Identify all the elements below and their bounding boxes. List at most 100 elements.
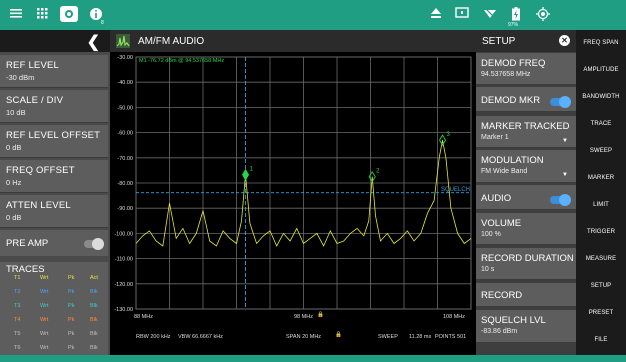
- sweep-label: SWEEP: [378, 334, 398, 340]
- trace-row-1[interactable]: T1 Wrt Pk Act: [0, 273, 108, 283]
- trace-det: Pk: [68, 303, 75, 309]
- ref-level-offset-button[interactable]: REF LEVEL OFFSET 0 dB: [0, 125, 108, 158]
- menu-freq-span[interactable]: FREQ SPAN: [583, 40, 619, 46]
- status-bar: 8 97%: [0, 0, 626, 30]
- toggle-knob: [559, 96, 571, 108]
- trace-det: Pk: [68, 331, 75, 337]
- preamp-toggle[interactable]: [84, 238, 104, 250]
- trace-row-2[interactable]: T2 Wrt Pk Blk: [0, 287, 108, 297]
- info-sub-label: 8: [101, 20, 104, 26]
- atten-level-button[interactable]: ATTEN LEVEL 0 dB: [0, 195, 108, 228]
- record-duration-value: 10 s: [481, 266, 495, 273]
- trace-state: Blk: [90, 317, 98, 323]
- y-tick-label: -90.00: [117, 206, 133, 212]
- sweep-time-label: 11.28 ms: [409, 334, 432, 340]
- toggle-knob: [92, 238, 104, 250]
- squelch-lvl-label: SQUELCH LVL: [481, 315, 546, 326]
- trace-row-4[interactable]: T4 Wrt Pk Blk: [0, 315, 108, 325]
- modulation-label: MODULATION: [481, 155, 544, 166]
- freq-offset-value: 0 Hz: [6, 178, 22, 187]
- menu-sweep[interactable]: SWEEP: [589, 148, 613, 154]
- battery-icon: [508, 7, 524, 23]
- trace-state: Blk: [90, 303, 98, 309]
- y-tick-label: -30.00: [117, 55, 133, 61]
- record-button[interactable]: RECORD: [476, 283, 576, 307]
- ref-level-button[interactable]: REF LEVEL -30 dBm: [0, 55, 108, 88]
- trace-row-5[interactable]: T5 Wrt Pk Blk: [0, 329, 108, 339]
- menu-marker[interactable]: MARKER: [587, 175, 615, 181]
- modulation-dropdown[interactable]: MODULATION FM Wide Band ▼: [476, 150, 576, 183]
- menu-icon[interactable]: [8, 7, 24, 23]
- close-icon[interactable]: ✕: [559, 35, 570, 46]
- trace-row-3[interactable]: T3 Wrt Pk Blk: [0, 301, 108, 311]
- x-center-label: 98 MHz: [294, 314, 313, 320]
- trace-id: T6: [14, 345, 21, 351]
- y-tick-label: -40.00: [117, 80, 133, 86]
- eject-icon[interactable]: [428, 7, 444, 23]
- span-label: SPAN 20 MHz: [286, 334, 322, 340]
- info-icon[interactable]: [88, 7, 104, 23]
- audio-row: AUDIO: [476, 185, 576, 210]
- y-tick-label: -70.00: [117, 156, 133, 162]
- battery-label: 97%: [508, 22, 519, 28]
- trace-row-6[interactable]: T6 Wrt Pk Blk: [0, 343, 108, 353]
- demod-mkr-row: DEMOD MKR: [476, 87, 576, 112]
- marker-label: 2: [376, 169, 380, 175]
- volume-button[interactable]: VOLUME 100 %: [476, 213, 576, 245]
- squelch-lvl-button[interactable]: SQUELCH LVL -83.86 dBm: [476, 310, 576, 343]
- squelch-label: SQUELCH: [441, 187, 470, 193]
- spectrum-chart[interactable]: -30.00 -40.00 -50.00 -60.00 -70.00 -80.00 -90.…: [110, 52, 476, 346]
- squelch-lvl-value: -83.86 dBm: [481, 328, 518, 335]
- freq-offset-label: FREQ OFFSET: [6, 165, 75, 176]
- setup-header: SETUP ✕: [476, 30, 576, 52]
- marker-tracked-dropdown[interactable]: MARKER TRACKED Marker 1 ▼: [476, 116, 576, 148]
- traces-table[interactable]: TRACES: [0, 262, 108, 355]
- caret-down-icon: ▼: [562, 172, 568, 178]
- menu-trigger[interactable]: TRIGGER: [586, 229, 616, 235]
- trace-mode: Wrt: [40, 289, 49, 295]
- trace-mode: Wrt: [40, 317, 49, 323]
- demod-mkr-label: DEMOD MKR: [481, 95, 541, 106]
- trace-state: Blk: [90, 345, 98, 351]
- screen-icon[interactable]: [454, 7, 470, 23]
- camera-icon[interactable]: [60, 6, 78, 22]
- record-duration-label: RECORD DURATION: [481, 253, 574, 264]
- y-tick-label: -80.00: [117, 181, 133, 187]
- menu-trace[interactable]: TRACE: [590, 121, 612, 127]
- trace-line: [135, 140, 472, 247]
- bottom-bar: [0, 355, 626, 362]
- scale-div-value: 10 dB: [6, 108, 26, 117]
- freq-offset-button[interactable]: FREQ OFFSET 0 Hz: [0, 160, 108, 193]
- menu-amplitude[interactable]: AMPLITUDE: [583, 67, 619, 73]
- menu-file[interactable]: FILE: [594, 337, 608, 343]
- preamp-row: PRE AMP: [0, 230, 108, 256]
- traces-title: TRACES: [6, 264, 45, 275]
- collapse-panel-button[interactable]: ❮: [0, 30, 110, 52]
- menu-limit[interactable]: LIMIT: [593, 202, 609, 208]
- scale-div-button[interactable]: SCALE / DIV 10 dB: [0, 90, 108, 123]
- lock-icon[interactable]: 🔒: [317, 312, 324, 318]
- trace-det: Pk: [68, 275, 75, 281]
- trace-det: Pk: [68, 289, 75, 295]
- trace-mode: Wrt: [40, 275, 49, 281]
- menu-preset[interactable]: PRESET: [588, 310, 614, 316]
- demod-freq-button[interactable]: DEMOD FREQ 94.537658 MHz: [476, 53, 576, 85]
- demod-mkr-toggle[interactable]: [550, 96, 571, 108]
- lock-icon[interactable]: 🔒: [335, 332, 342, 338]
- right-menu: [576, 30, 626, 355]
- gps-icon: [535, 7, 551, 23]
- menu-setup[interactable]: SETUP: [590, 283, 612, 289]
- scale-div-label: SCALE / DIV: [6, 95, 64, 106]
- trace-mode: Wrt: [40, 303, 49, 309]
- trace-id: T1: [14, 275, 21, 281]
- grid-icon[interactable]: [34, 7, 50, 23]
- spectrum-plot[interactable]: -30.00 -40.00 -50.00 -60.00 -70.00 -80.00 -90.…: [110, 52, 476, 346]
- trace-state: Blk: [90, 289, 98, 295]
- menu-measure[interactable]: MEASURE: [585, 256, 617, 262]
- record-duration-button[interactable]: RECORD DURATION 10 s: [476, 248, 576, 280]
- rbw-label: RBW 200 kHz: [136, 334, 171, 340]
- menu-bandwidth[interactable]: BANDWIDTH: [582, 94, 620, 100]
- caret-down-icon: ▼: [562, 138, 568, 144]
- audio-toggle[interactable]: [550, 194, 571, 206]
- ref-level-offset-value: 0 dB: [6, 143, 22, 152]
